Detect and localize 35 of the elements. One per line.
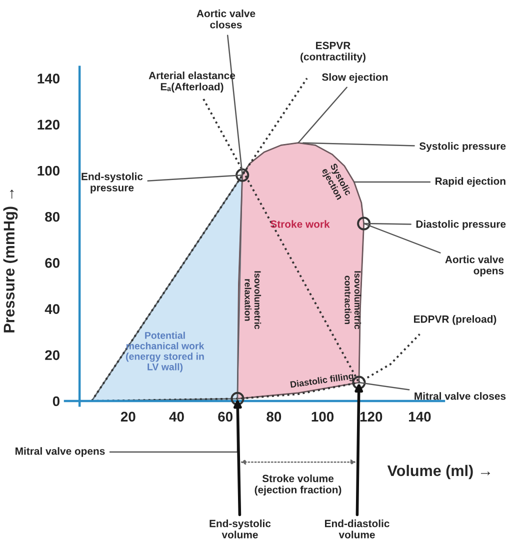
annotation: Stroke work bbox=[270, 220, 330, 228]
annotation: End-systolic volume bbox=[210, 520, 271, 538]
y-tick-label: 0 bbox=[52, 396, 60, 406]
x-tick-label: 60 bbox=[218, 412, 232, 422]
text: Stroke volume (ejection fraction) bbox=[254, 474, 342, 496]
annotation: Isovolumetric relaxation bbox=[244, 271, 262, 330]
x-tick-label: 40 bbox=[169, 412, 184, 422]
y-tick-label: 40 bbox=[44, 304, 60, 314]
annotation: Mitral valve closes bbox=[414, 392, 506, 400]
x-tick-label: 100 bbox=[312, 412, 334, 422]
y-tick-label: 120 bbox=[38, 120, 60, 130]
annotation: Aortic valve opens bbox=[445, 256, 504, 276]
y-tick-label: 100 bbox=[38, 166, 60, 176]
annotation: Isovolumetric contraction bbox=[344, 271, 362, 330]
y-tick-label: 140 bbox=[38, 74, 60, 84]
annotation: Diastolic filling bbox=[290, 372, 354, 390]
y-axis-title: Pressure (mmHg) → bbox=[3, 190, 18, 332]
x-tick-label: 80 bbox=[266, 412, 282, 422]
annotation: Slow ejection bbox=[322, 73, 388, 83]
annotation: Rapid ejection bbox=[436, 177, 506, 187]
x-tick-label: 20 bbox=[120, 412, 136, 422]
annotation: Mitral valve opens bbox=[16, 447, 105, 457]
annotation: End-diastolic volume bbox=[325, 520, 390, 538]
annotation: Diastolic pressure bbox=[416, 220, 506, 230]
y-tick-label: 20 bbox=[45, 350, 60, 360]
annotation: End-systolic pressure bbox=[82, 172, 143, 194]
x-tick-label: 120 bbox=[360, 412, 382, 422]
x-axis-title: Volume (ml) → bbox=[387, 464, 490, 480]
annotation: EDPVR (preload) bbox=[414, 315, 496, 325]
annotation: Systolic pressure bbox=[419, 142, 506, 152]
annotation: ESPVR (contractility) bbox=[300, 42, 366, 62]
y-tick-label: 80 bbox=[45, 212, 60, 222]
annotation: Aortic valve closes bbox=[196, 10, 256, 28]
y-tick-label: 60 bbox=[45, 258, 60, 268]
x-tick-label: 140 bbox=[408, 412, 431, 422]
